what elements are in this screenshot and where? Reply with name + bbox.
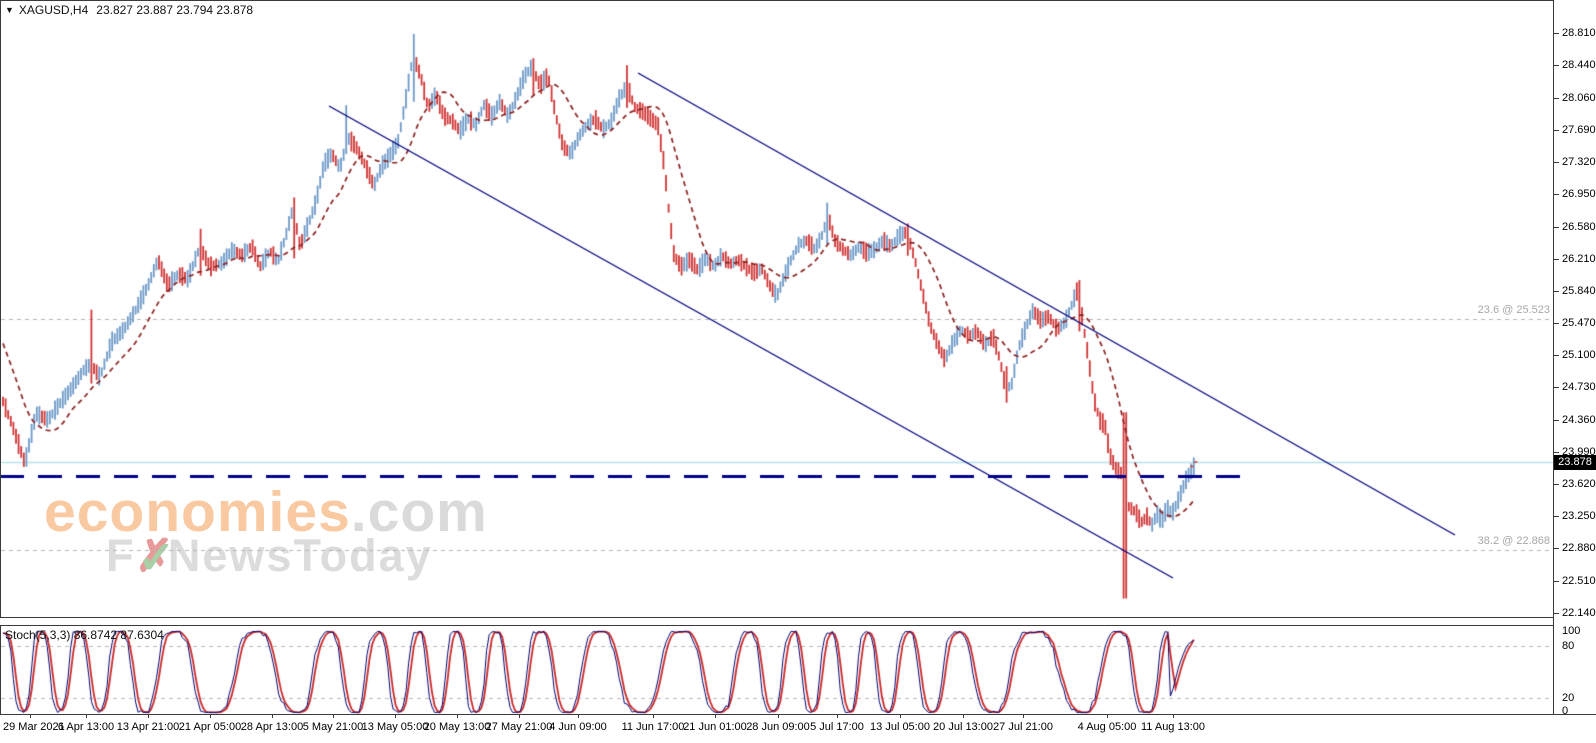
price-axis-label: 23.620	[1562, 478, 1596, 491]
time-axis-label: 13 May 05:00	[361, 721, 429, 733]
time-axis-tick	[210, 714, 211, 718]
price-axis-label: 26.210	[1562, 252, 1596, 265]
time-axis-label: 21 Jun 01:00	[683, 721, 747, 733]
time-axis-label: 28 Jun 09:00	[746, 721, 810, 733]
price-axis-label: 24.360	[1562, 413, 1596, 426]
time-axis-tick	[1173, 714, 1174, 718]
time-axis-label: 27 May 21:00	[485, 721, 553, 733]
time-axis-label: 13 Jul 05:00	[870, 721, 930, 733]
time-axis-tick	[272, 714, 273, 718]
time-axis-border	[0, 714, 1596, 715]
chart-dropdown-icon[interactable]: ▼	[5, 5, 14, 15]
time-axis-tick	[148, 714, 149, 718]
time-axis-label: 21 Apr 05:00	[178, 721, 242, 733]
price-axis-tick	[1553, 129, 1559, 131]
time-axis-label: 11 Jun 17:00	[621, 721, 685, 733]
time-axis-label: 27 Jul 21:00	[993, 721, 1053, 733]
time-axis-label: 4 Jun 09:00	[549, 721, 607, 733]
time-axis-tick	[963, 714, 964, 718]
time-axis-label: 20 Jul 13:00	[933, 721, 993, 733]
current-price-badge: 23.878	[1554, 455, 1596, 470]
price-axis-tick	[1553, 323, 1559, 325]
price-axis-tick	[1553, 484, 1559, 486]
price-axis-tick	[1553, 355, 1559, 357]
time-axis-label: 13 Apr 21:00	[116, 721, 180, 733]
price-axis-tick	[1553, 548, 1559, 550]
price-axis-label: 25.840	[1562, 284, 1596, 297]
price-axis-separator	[1553, 0, 1554, 715]
time-axis-tick	[578, 714, 579, 718]
time-axis-label: 28 Apr 13:00	[240, 721, 304, 733]
time-axis-tick	[900, 714, 901, 718]
price-axis-label: 27.690	[1562, 123, 1596, 136]
time-axis-tick	[30, 714, 31, 718]
chart-ohlc-values: 23.827 23.887 23.794 23.878	[96, 3, 254, 17]
stochastic-panel[interactable]	[0, 625, 1554, 715]
time-axis-tick	[1023, 714, 1024, 718]
time-axis-label: 4 Aug 05:00	[1077, 721, 1137, 733]
price-axis-tick	[1553, 258, 1559, 260]
time-axis-label: 5 May 21:00	[302, 721, 364, 733]
time-axis-tick	[333, 714, 334, 718]
indicator-label: Stoch(5,3,3) 86.8742 87.6304	[5, 628, 164, 642]
time-axis-tick	[395, 714, 396, 718]
time-axis-tick	[1107, 714, 1108, 718]
stochastic-axis-label: 80	[1562, 639, 1575, 652]
time-axis-tick	[715, 714, 716, 718]
price-axis-label: 28.810	[1562, 26, 1596, 39]
stochastic-axis-label: 20	[1562, 691, 1575, 704]
price-axis-tick	[1553, 451, 1559, 453]
price-axis-tick	[1553, 32, 1559, 34]
price-axis-label: 25.100	[1562, 349, 1596, 362]
price-axis-tick	[1553, 516, 1559, 518]
time-axis-label: 20 May 13:00	[423, 721, 491, 733]
time-axis-tick	[519, 714, 520, 718]
price-axis-tick	[1553, 162, 1559, 164]
fib-level-label: 38.2 @ 22.868	[1477, 534, 1550, 547]
time-axis-tick	[653, 714, 654, 718]
time-axis-tick	[457, 714, 458, 718]
price-axis-tick	[1553, 612, 1559, 614]
time-axis-label: 6 Apr 13:00	[57, 721, 115, 733]
price-axis-label: 28.440	[1562, 58, 1596, 71]
price-axis-label: 23.250	[1562, 510, 1596, 523]
chart-title: ▼ XAGUSD,H4 23.827 23.887 23.794 23.878	[5, 3, 253, 17]
price-axis-tick	[1553, 419, 1559, 421]
time-axis-label: 5 Jul 17:00	[810, 721, 864, 733]
time-axis-label: 11 Aug 13:00	[1140, 721, 1206, 733]
price-axis-label: 26.580	[1562, 220, 1596, 233]
chart-symbol-period: XAGUSD,H4	[18, 3, 89, 17]
stochastic-axis-label: 100	[1562, 624, 1581, 637]
time-axis-tick	[837, 714, 838, 718]
fib-level-label: 23.6 @ 25.523	[1477, 303, 1550, 316]
price-axis-label: 25.470	[1562, 317, 1596, 330]
price-axis-tick	[1553, 64, 1559, 66]
main-chart-panel[interactable]	[0, 0, 1554, 618]
price-axis-tick	[1553, 194, 1559, 196]
price-axis-tick	[1553, 226, 1559, 228]
price-axis-label: 22.880	[1562, 542, 1596, 555]
price-axis-label: 22.510	[1562, 574, 1596, 587]
price-axis-label: 27.320	[1562, 156, 1596, 169]
time-axis-label: 29 Mar 2021	[3, 721, 65, 733]
price-axis-label: 23.990	[1562, 445, 1596, 458]
price-axis-label: 26.950	[1562, 188, 1596, 201]
price-axis-label: 22.140	[1562, 606, 1596, 619]
price-axis-label: 28.060	[1562, 91, 1596, 104]
price-axis-tick	[1553, 97, 1559, 99]
price-axis-tick	[1553, 290, 1559, 292]
price-axis-label: 24.730	[1562, 381, 1596, 394]
time-axis-tick	[86, 714, 87, 718]
price-axis-tick	[1553, 580, 1559, 582]
stochastic-axis-label: 0	[1562, 704, 1569, 717]
price-axis-tick	[1553, 387, 1559, 389]
time-axis-tick	[778, 714, 779, 718]
